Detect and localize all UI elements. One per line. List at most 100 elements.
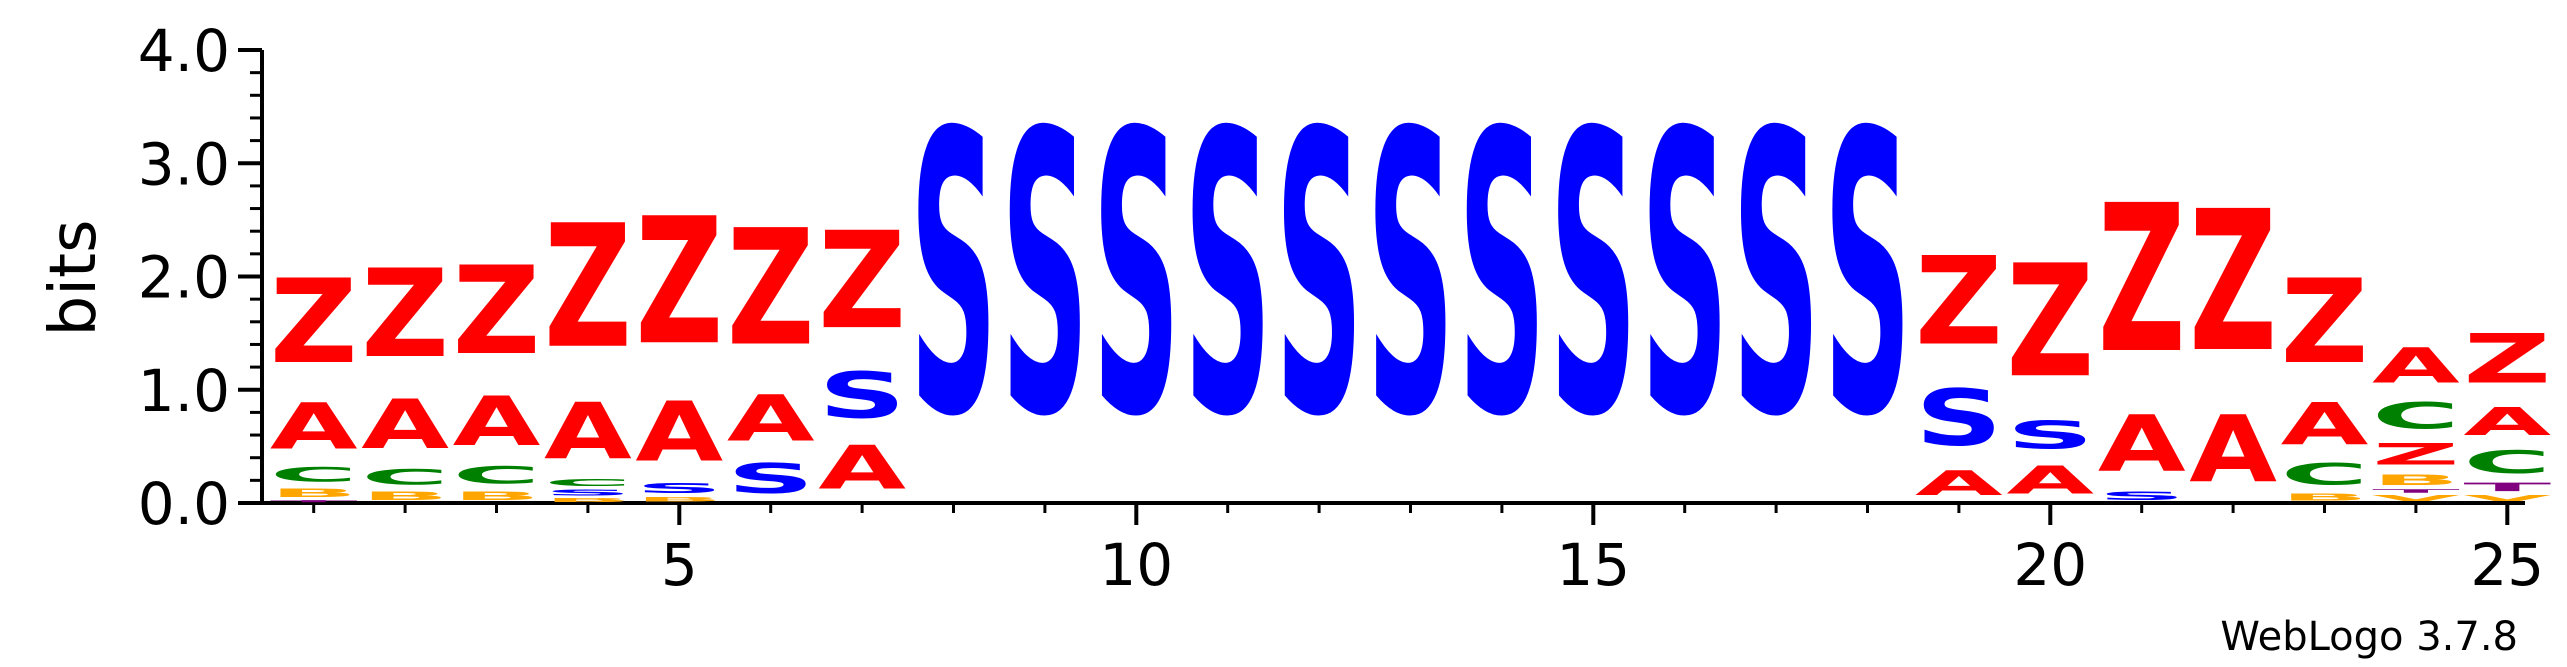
logo-letter: S xyxy=(727,456,815,503)
y-tick-label: 4.0 xyxy=(138,17,230,85)
logo-letter: S xyxy=(1824,51,1912,502)
logo-letter: S xyxy=(1092,51,1180,502)
logo-letter: C xyxy=(361,465,449,490)
position-stack: S xyxy=(1549,51,1637,502)
position-stack: S xyxy=(1732,51,1820,502)
logo-letter: Z xyxy=(2281,254,2369,389)
logo-letter: Z xyxy=(544,188,632,386)
logo-letter: S xyxy=(1275,51,1363,502)
logo-letter: Z xyxy=(727,196,815,382)
logo-letter: Z xyxy=(270,254,358,389)
position-stack: SAZ xyxy=(727,196,815,503)
position-stack: S xyxy=(1458,51,1546,502)
logo-letter: S xyxy=(818,359,906,432)
position-stack: S xyxy=(1092,51,1180,502)
logo-letter: S xyxy=(635,481,723,497)
logo-letter: B xyxy=(544,497,632,503)
logo-letter: A xyxy=(544,387,632,477)
logo-letter: A xyxy=(2281,390,2369,458)
logo-letter: C xyxy=(2372,394,2460,437)
logo-letter: T xyxy=(2463,480,2551,494)
logo-letter: B xyxy=(361,490,449,503)
logo-letter: C xyxy=(453,461,541,489)
logo-letter: A xyxy=(1915,463,2003,503)
logo-letter: V xyxy=(2372,494,2460,503)
logo-letter: A xyxy=(2006,458,2094,503)
logo-letter: B xyxy=(2281,492,2369,503)
logo-letter: T xyxy=(2372,488,2460,494)
y-tick-label: 2.0 xyxy=(138,244,230,312)
logo-letter: C xyxy=(2463,444,2551,480)
x-tick-label: 20 xyxy=(2013,531,2087,599)
logo-letter: C xyxy=(544,477,632,488)
x-tick-label: 25 xyxy=(2470,531,2544,599)
logo-letter: A xyxy=(2098,399,2186,489)
position-stack: S xyxy=(910,51,998,502)
logo-letter: S xyxy=(1732,51,1820,502)
logo-letter: B xyxy=(270,486,358,499)
logo-letter: A xyxy=(361,386,449,465)
logo-letter: Z xyxy=(361,244,449,385)
logo-letter: S xyxy=(1915,373,2003,463)
logo-letter: Z xyxy=(818,204,906,359)
x-tick-label: 15 xyxy=(1556,531,1630,599)
logo-letter: A xyxy=(2463,399,2551,444)
position-stack: ASZ xyxy=(2006,231,2094,502)
logo-letter: Z xyxy=(2189,170,2277,395)
position-stack: S xyxy=(1367,51,1455,502)
logo-letter: S xyxy=(1184,51,1272,502)
x-tick-label: 5 xyxy=(661,531,698,599)
position-stack: S xyxy=(1001,51,1089,502)
x-axis: 5 10 15 20 25 xyxy=(262,501,2544,599)
position-stack: ASZ xyxy=(818,204,906,503)
position-stack: S xyxy=(1184,51,1272,502)
position-stack: S xyxy=(1275,51,1363,502)
logo-letter: Z xyxy=(1915,232,2003,373)
y-tick-label: 1.0 xyxy=(138,357,230,425)
logo-letter: S xyxy=(2006,413,2094,458)
logo-letter: Z xyxy=(2098,163,2186,399)
y-axis-label: bits xyxy=(37,220,111,337)
logo-letter: S xyxy=(2098,490,2186,503)
logo-letter: C xyxy=(2281,458,2369,492)
x-tick-label: 10 xyxy=(1099,531,1173,599)
logo-letter: B xyxy=(453,490,541,503)
logo-letter: B xyxy=(635,496,723,503)
logo-letter: C xyxy=(270,464,358,486)
logo-letter: A xyxy=(2189,396,2277,503)
logo-letter: V xyxy=(2463,494,2551,503)
logo-letter: A xyxy=(453,382,541,461)
position-stack: AZ xyxy=(2189,170,2277,503)
logo-letter: A xyxy=(727,382,815,455)
logo-letter: A xyxy=(818,434,906,503)
weblogo-credit: WebLogo 3.7.8 xyxy=(2220,614,2518,660)
logo-letter: S xyxy=(1549,51,1637,502)
logo-letter: S xyxy=(1458,51,1546,502)
y-tick-label: 3.0 xyxy=(138,130,230,198)
logo-letter: T xyxy=(270,500,358,503)
position-stack: S xyxy=(1641,51,1729,502)
y-axis: 0.0 1.0 2.0 3.0 4.0 xyxy=(138,17,264,538)
logo-letter: S xyxy=(1641,51,1729,502)
position-stack: SAZ xyxy=(2098,163,2186,503)
logo-letter: A xyxy=(635,385,723,481)
logo-letter: Z xyxy=(453,241,541,382)
logo-letter: S xyxy=(1001,51,1089,502)
logo-letter: Z xyxy=(635,182,723,384)
logo-letter: Z xyxy=(2463,320,2551,399)
logo-letter: B xyxy=(2372,472,2460,489)
logo-letter: S xyxy=(910,51,998,502)
y-tick-label: 0.0 xyxy=(138,470,230,538)
position-stack: ASZ xyxy=(1915,232,2003,503)
logo-letter: Z xyxy=(2372,437,2460,471)
